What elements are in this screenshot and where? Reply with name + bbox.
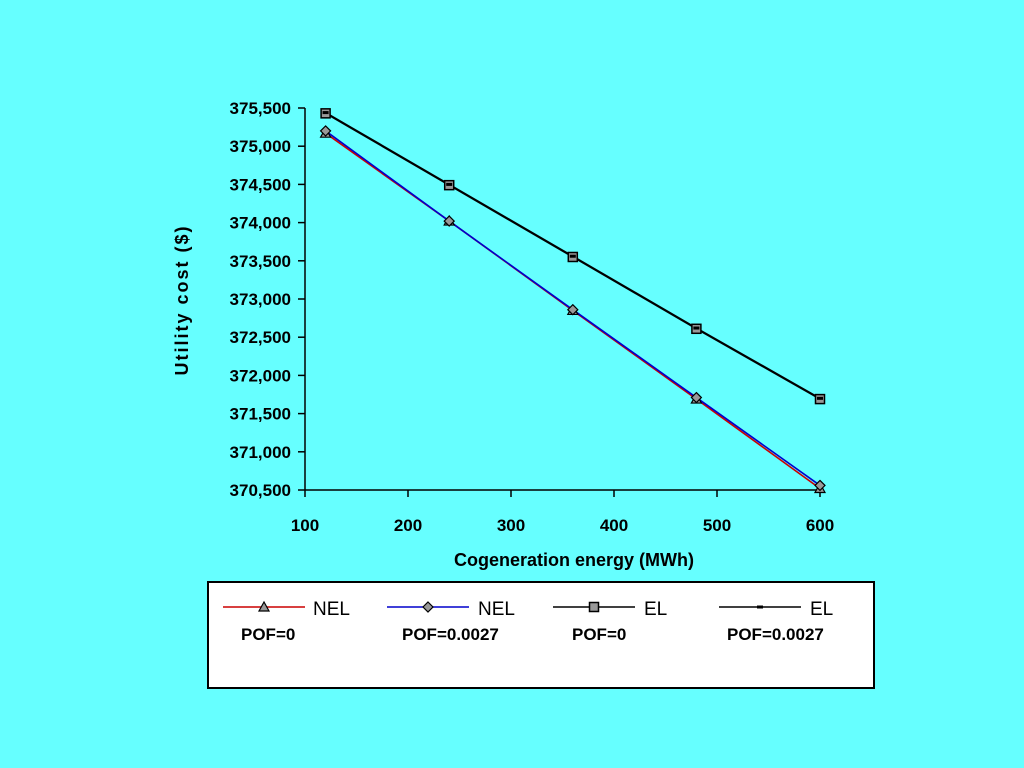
series-3-point (322, 111, 329, 115)
legend-swatch-el-pof0027 (719, 605, 801, 609)
y-tick-label: 371,500 (230, 405, 291, 424)
legend-item-nel-pof0027: NEL POF=0.0027 (385, 595, 545, 655)
y-tick-label: 374,000 (230, 214, 291, 233)
y-tick-label: 372,500 (230, 328, 291, 347)
x-tick-label: 400 (600, 516, 628, 535)
series-3-point (817, 396, 823, 400)
series-3-point (569, 254, 576, 258)
x-axis-title: Cogeneration energy (MWh) (454, 550, 694, 570)
x-tick-label: 600 (806, 516, 834, 535)
legend-item-nel-pof0: NEL POF=0 (221, 595, 381, 655)
legend-sublabel-pof0: POF=0 (572, 625, 627, 644)
x-tick-label: 300 (497, 516, 525, 535)
legend-label-nel: NEL (478, 599, 515, 620)
x-tick-label: 200 (394, 516, 422, 535)
legend-marker (422, 601, 434, 613)
series-3-point (693, 326, 700, 330)
y-axis-title: Utility cost ($) (172, 224, 192, 375)
y-tick-label: 371,000 (230, 443, 291, 462)
line-chart: 370,500 371,000 371,500 372,000 372,500 373,0… (172, 99, 835, 570)
series-1-point (443, 215, 456, 227)
y-tick-label: 373,500 (230, 252, 291, 271)
y-tick-label: 375,500 (230, 99, 291, 118)
legend-marker (757, 605, 763, 609)
y-tick-label: 373,000 (230, 290, 291, 309)
legend-sublabel-pof0027: POF=0.0027 (727, 625, 824, 644)
series-1-point (814, 479, 826, 492)
y-tick-label: 370,500 (230, 481, 291, 500)
legend-label-nel: NEL (313, 599, 350, 620)
x-tick-label: 100 (291, 516, 319, 535)
series-1-point (319, 125, 332, 137)
legend-label-el: EL (644, 599, 668, 620)
legend-item-el-pof0027: EL POF=0.0027 (717, 595, 877, 655)
x-tick-label: 500 (703, 516, 731, 535)
legend-sublabel-pof0: POF=0 (241, 625, 296, 644)
legend-swatch-nel-pof0027 (387, 601, 469, 613)
legend-marker (588, 601, 600, 613)
legend-swatch-nel-pof0 (223, 600, 305, 612)
legend-sublabel-pof0027: POF=0.0027 (402, 625, 499, 644)
plot-area: 370,500 371,000 371,500 372,000 372,500 373,0… (230, 99, 835, 535)
legend-label-el: EL (810, 599, 834, 620)
chart-legend: NEL POF=0 NEL POF=0.0027 EL POF=0 EL POF… (207, 581, 875, 689)
series-1-point (566, 303, 579, 316)
y-tick-label: 372,000 (230, 366, 291, 385)
y-tick-label: 375,000 (230, 137, 291, 156)
legend-marker (257, 600, 271, 612)
series-1-point (690, 391, 703, 404)
legend-swatch-el-pof0 (553, 601, 635, 613)
series-3-point (446, 182, 453, 186)
y-tick-label: 374,500 (230, 175, 291, 194)
legend-item-el-pof0: EL POF=0 (551, 595, 711, 655)
